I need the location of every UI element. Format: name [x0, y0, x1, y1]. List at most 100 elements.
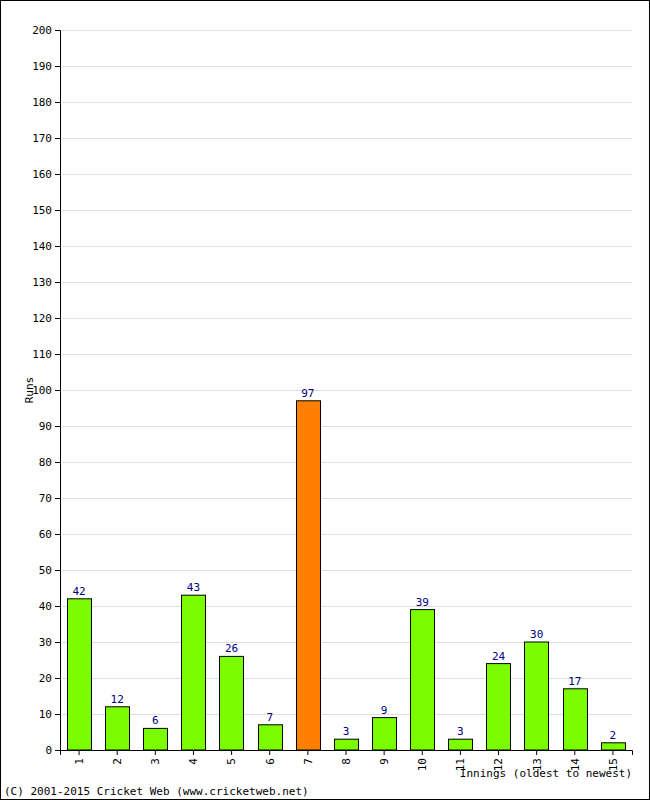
y-tick-label: 80: [39, 456, 52, 469]
y-tick-mark: [55, 642, 60, 643]
y-tick: 60: [39, 528, 60, 541]
grid-line: [60, 102, 632, 103]
y-tick: 150: [32, 204, 60, 217]
grid-line: [60, 462, 632, 463]
grid-line: [60, 138, 632, 139]
y-tick-mark: [55, 390, 60, 391]
x-tick: 3: [149, 750, 162, 765]
y-tick-mark: [55, 66, 60, 67]
y-tick: 120: [32, 312, 60, 325]
y-tick-mark: [55, 318, 60, 319]
y-tick: 40: [39, 600, 60, 613]
grid-line: [60, 606, 632, 607]
grid-line: [60, 390, 632, 391]
x-tick-mark: [536, 750, 537, 755]
x-tick-label: 6: [264, 758, 277, 765]
x-tick-mark: [460, 750, 461, 755]
chart-container: 4212643267973939324301720102030405060708…: [0, 0, 650, 800]
y-tick: 190: [32, 60, 60, 73]
annotation: (C) 2001-2015 Cricket Web (www.cricketwe…: [4, 785, 309, 798]
x-tick: 8: [340, 750, 353, 765]
bar: [449, 739, 473, 750]
bar: [220, 656, 244, 750]
y-tick: 140: [32, 240, 60, 253]
y-tick-mark: [55, 714, 60, 715]
data-label: 97: [301, 387, 314, 400]
y-tick-mark: [55, 462, 60, 463]
x-tick-mark: [193, 750, 194, 755]
y-tick-mark: [55, 246, 60, 247]
bar: [525, 642, 549, 750]
x-tick-label: 9: [378, 758, 391, 765]
grid-line: [60, 210, 632, 211]
y-tick: 50: [39, 564, 60, 577]
x-tick-mark: [117, 750, 118, 755]
x-tick-mark: [384, 750, 385, 755]
frame: [1, 1, 650, 800]
x-tick-mark: [155, 750, 156, 755]
x-tick: 4: [187, 750, 200, 765]
y-tick-label: 130: [32, 276, 52, 289]
y-tick-mark: [55, 282, 60, 283]
y-tick-label: 60: [39, 528, 52, 541]
x-tick-label: 2: [111, 758, 124, 765]
x-axis-title: Innings (oldest to newest): [460, 767, 632, 780]
y-tick-mark: [55, 606, 60, 607]
x-tick: 10: [416, 750, 429, 771]
bar: [182, 595, 206, 750]
bar: [106, 707, 130, 750]
y-tick-label: 120: [32, 312, 52, 325]
x-tick-mark: [574, 750, 575, 755]
y-tick-mark: [55, 750, 60, 751]
data-label: 26: [225, 642, 238, 655]
x-tick: 9: [378, 750, 391, 765]
bar: [564, 689, 588, 750]
y-tick-label: 200: [32, 24, 52, 37]
y-tick: 100: [32, 384, 60, 397]
y-tick-mark: [55, 210, 60, 211]
grid-line: [60, 426, 632, 427]
y-tick: 170: [32, 132, 60, 145]
bar: [68, 599, 92, 750]
y-tick-label: 40: [39, 600, 52, 613]
y-tick: 0: [45, 744, 60, 757]
x-tick: 1: [73, 750, 86, 765]
y-tick: 80: [39, 456, 60, 469]
grid-line: [60, 354, 632, 355]
grid-line: [60, 570, 632, 571]
grid-line: [60, 534, 632, 535]
y-tick-mark: [55, 354, 60, 355]
y-axis-title: Runs: [23, 377, 36, 404]
bar: [297, 401, 321, 750]
y-tick: 160: [32, 168, 60, 181]
data-label: 30: [530, 628, 543, 641]
bars: [68, 401, 626, 750]
y-tick: 10: [39, 708, 60, 721]
data-label: 17: [568, 675, 581, 688]
y-tick-label: 180: [32, 96, 52, 109]
bar: [602, 743, 626, 750]
data-label: 2: [610, 729, 617, 742]
y-tick: 180: [32, 96, 60, 109]
bar: [411, 610, 435, 750]
y-tick-label: 150: [32, 204, 52, 217]
x-tick-label: 5: [225, 758, 238, 765]
grid-line: [60, 30, 632, 31]
data-label: 7: [266, 711, 273, 724]
y-tick: 30: [39, 636, 60, 649]
grid-line: [60, 246, 632, 247]
grid-line: [60, 498, 632, 499]
x-tick: 2: [111, 750, 124, 765]
x-tick-mark: [612, 750, 613, 755]
x-tick-label: 7: [302, 758, 315, 765]
data-labels: 421264326797393932430172: [72, 387, 616, 742]
y-tick: 110: [32, 348, 60, 361]
y-axis-line: [55, 31, 61, 751]
grid-line: [60, 174, 632, 175]
y-tick-label: 0: [45, 744, 52, 757]
y-tick-mark: [55, 174, 60, 175]
bar: [373, 718, 397, 750]
y-tick: 130: [32, 276, 60, 289]
y-tick-label: 50: [39, 564, 52, 577]
y-tick-label: 170: [32, 132, 52, 145]
